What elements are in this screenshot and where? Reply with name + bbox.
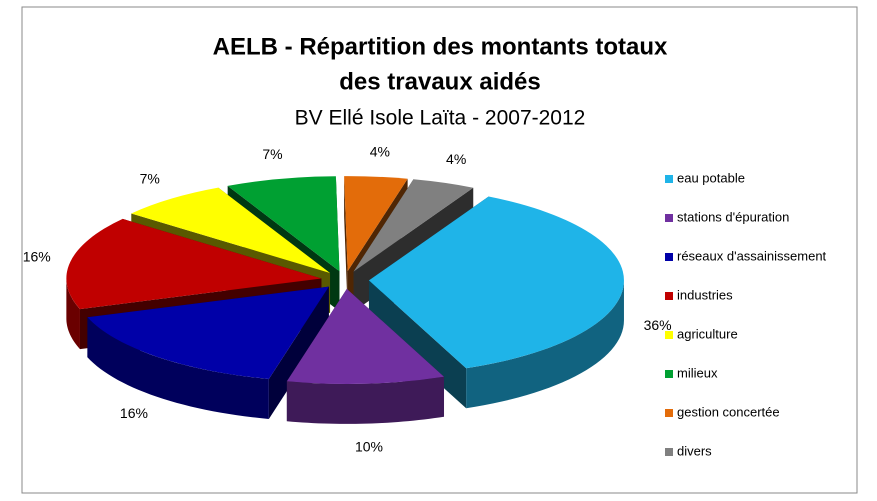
slice-side: [87, 317, 269, 419]
legend-swatch: [665, 370, 673, 378]
data-label: 10%: [355, 438, 383, 454]
legend-label: réseaux d'assainissement: [677, 248, 827, 263]
slice-side: [286, 376, 445, 424]
slice-top: [368, 196, 624, 369]
slice-top: [353, 179, 474, 272]
legend-label: stations d'épuration: [677, 209, 789, 224]
legend-swatch: [665, 292, 673, 300]
legend-swatch: [665, 331, 673, 339]
data-label: 7%: [140, 171, 160, 187]
chart-subtitle: BV Ellé Isole Laïta - 2007-2012: [295, 107, 586, 130]
chart-title: des travaux aidés: [339, 68, 540, 95]
legend-swatch: [665, 214, 673, 222]
legend-swatch: [665, 253, 673, 261]
slice-wall: [344, 176, 348, 312]
legend-swatch: [665, 175, 673, 183]
slice-top: [227, 176, 340, 272]
slice-top: [344, 176, 408, 272]
slice-top: [66, 218, 322, 310]
pie-slice: [286, 288, 445, 424]
data-label: 7%: [262, 146, 282, 162]
legend-label: divers: [677, 443, 712, 458]
legend-swatch: [665, 409, 673, 417]
pie-slice: [368, 196, 624, 409]
legend-label: eau potable: [677, 170, 745, 185]
slice-top: [87, 286, 329, 379]
slice-side: [66, 278, 80, 350]
legend-label: gestion concertée: [677, 404, 780, 419]
legend-label: agriculture: [677, 326, 738, 341]
slice-side: [466, 280, 624, 409]
data-label: 16%: [120, 405, 148, 421]
slice-top: [286, 288, 445, 384]
data-label: 36%: [644, 317, 672, 333]
slice-top: [131, 187, 331, 274]
data-label: 4%: [370, 144, 390, 160]
pie-slice: [87, 286, 329, 419]
data-label: 16%: [23, 248, 51, 264]
data-label: 4%: [446, 151, 466, 167]
legend-label: milieux: [677, 365, 718, 380]
legend-label: industries: [677, 287, 733, 302]
chart-title: AELB - Répartition des montants totaux: [213, 33, 668, 60]
legend-swatch: [665, 448, 673, 456]
